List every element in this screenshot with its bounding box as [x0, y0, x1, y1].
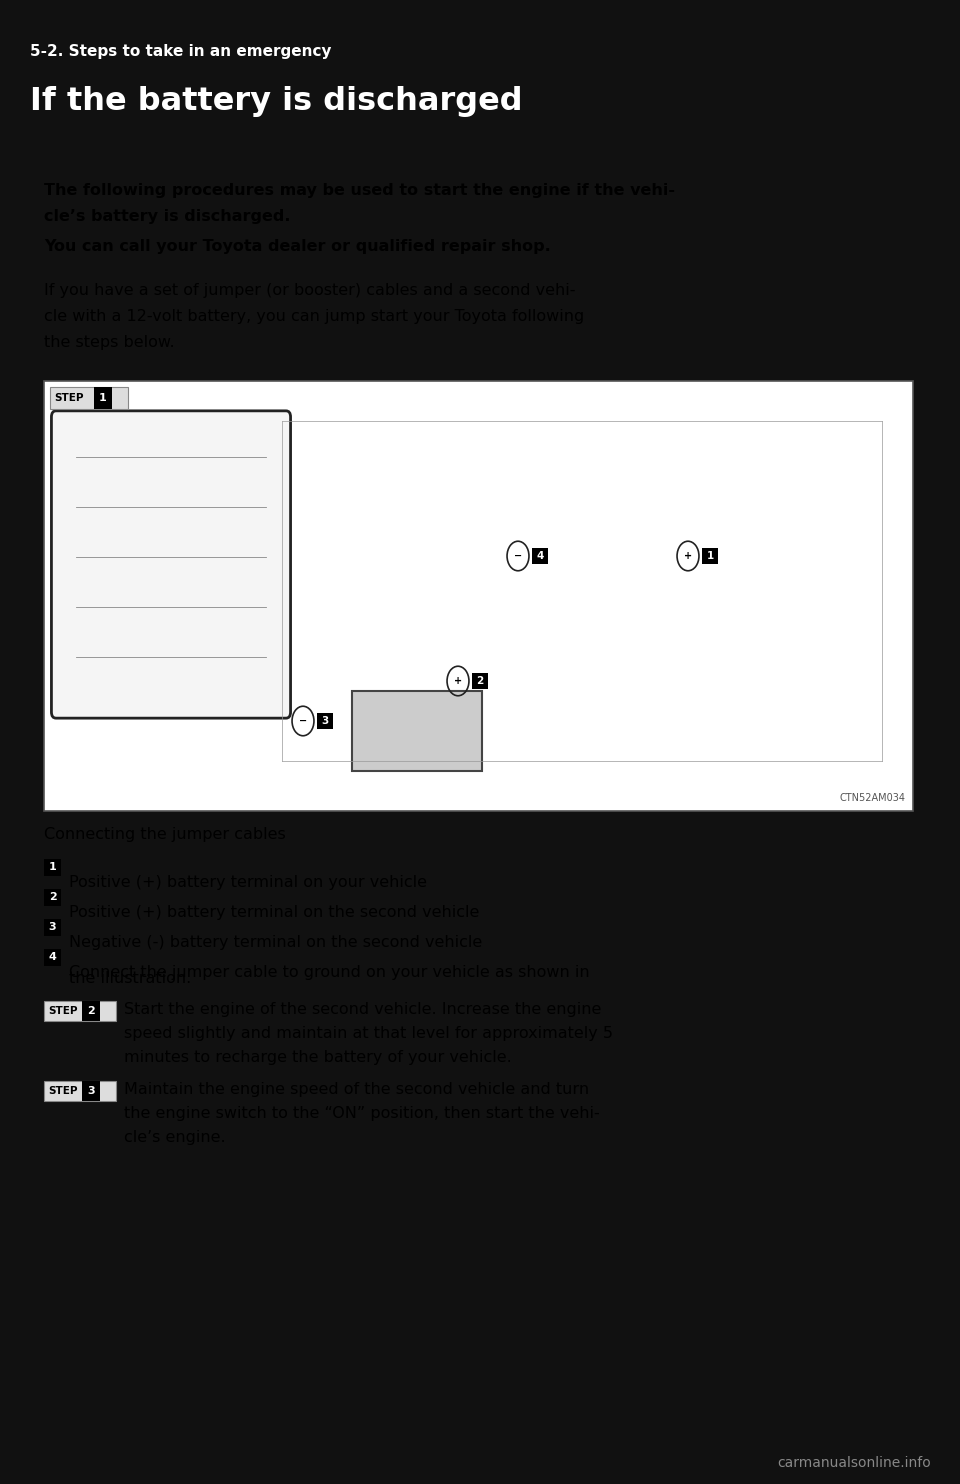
Text: the engine switch to the “ON” position, then start the vehi-: the engine switch to the “ON” position, … — [124, 1106, 600, 1120]
FancyBboxPatch shape — [352, 692, 482, 772]
Text: 3: 3 — [322, 715, 328, 726]
Text: cle with a 12-volt battery, you can jump start your Toyota following: cle with a 12-volt battery, you can jump… — [44, 309, 585, 324]
Text: +: + — [454, 677, 462, 686]
Text: Negative (-) battery terminal on the second vehicle: Negative (-) battery terminal on the sec… — [69, 935, 482, 950]
FancyBboxPatch shape — [44, 889, 61, 907]
FancyBboxPatch shape — [44, 859, 61, 876]
Text: 5-2. Steps to take in an emergency: 5-2. Steps to take in an emergency — [30, 45, 331, 59]
Text: 1: 1 — [707, 551, 713, 561]
FancyBboxPatch shape — [82, 1002, 100, 1021]
FancyBboxPatch shape — [317, 712, 333, 729]
Text: 3: 3 — [49, 923, 57, 932]
FancyBboxPatch shape — [82, 1080, 100, 1101]
Text: CTN52AM034: CTN52AM034 — [839, 792, 905, 803]
Text: 2: 2 — [49, 892, 57, 902]
FancyBboxPatch shape — [702, 548, 718, 564]
Text: +: + — [684, 551, 692, 561]
Text: STEP: STEP — [48, 1086, 78, 1097]
FancyBboxPatch shape — [472, 674, 488, 689]
Text: 1: 1 — [99, 393, 107, 404]
Text: Positive (+) battery terminal on your vehicle: Positive (+) battery terminal on your ve… — [69, 876, 427, 890]
FancyBboxPatch shape — [94, 387, 112, 410]
Text: the steps below.: the steps below. — [44, 335, 175, 350]
Text: cle’s battery is discharged.: cle’s battery is discharged. — [44, 209, 291, 224]
Text: speed slightly and maintain at that level for approximately 5: speed slightly and maintain at that leve… — [124, 1025, 613, 1040]
Text: 2: 2 — [476, 677, 484, 686]
Text: The following procedures may be used to start the engine if the vehi-: The following procedures may be used to … — [44, 183, 675, 197]
Text: 1: 1 — [49, 862, 57, 873]
Text: −: − — [299, 715, 307, 726]
FancyBboxPatch shape — [44, 1002, 116, 1021]
Text: the illustration.: the illustration. — [69, 971, 191, 985]
Text: minutes to recharge the battery of your vehicle.: minutes to recharge the battery of your … — [124, 1051, 512, 1066]
Text: carmanualsonline.info: carmanualsonline.info — [778, 1456, 931, 1471]
Text: If the battery is discharged: If the battery is discharged — [30, 86, 522, 117]
Text: 3: 3 — [87, 1086, 95, 1097]
FancyBboxPatch shape — [50, 387, 128, 410]
Text: You can call your Toyota dealer or qualified repair shop.: You can call your Toyota dealer or quali… — [44, 239, 551, 254]
Text: −: − — [514, 551, 522, 561]
Text: Connect the jumper cable to ground on your vehicle as shown in: Connect the jumper cable to ground on yo… — [69, 965, 589, 979]
Text: 4: 4 — [537, 551, 543, 561]
Text: STEP: STEP — [48, 1006, 78, 1017]
Text: Start the engine of the second vehicle. Increase the engine: Start the engine of the second vehicle. … — [124, 1002, 601, 1017]
FancyBboxPatch shape — [44, 381, 913, 810]
Text: Connecting the jumper cables: Connecting the jumper cables — [44, 827, 286, 841]
FancyBboxPatch shape — [532, 548, 548, 564]
Text: cle’s engine.: cle’s engine. — [124, 1129, 226, 1146]
Text: If you have a set of jumper (or booster) cables and a second vehi-: If you have a set of jumper (or booster)… — [44, 283, 575, 298]
FancyBboxPatch shape — [44, 948, 61, 966]
Text: 2: 2 — [87, 1006, 95, 1017]
Text: 4: 4 — [49, 953, 57, 963]
FancyBboxPatch shape — [44, 1080, 116, 1101]
Text: Positive (+) battery terminal on the second vehicle: Positive (+) battery terminal on the sec… — [69, 905, 479, 920]
Text: Maintain the engine speed of the second vehicle and turn: Maintain the engine speed of the second … — [124, 1082, 589, 1097]
FancyBboxPatch shape — [52, 411, 291, 718]
Text: STEP: STEP — [54, 393, 84, 404]
FancyBboxPatch shape — [44, 919, 61, 936]
